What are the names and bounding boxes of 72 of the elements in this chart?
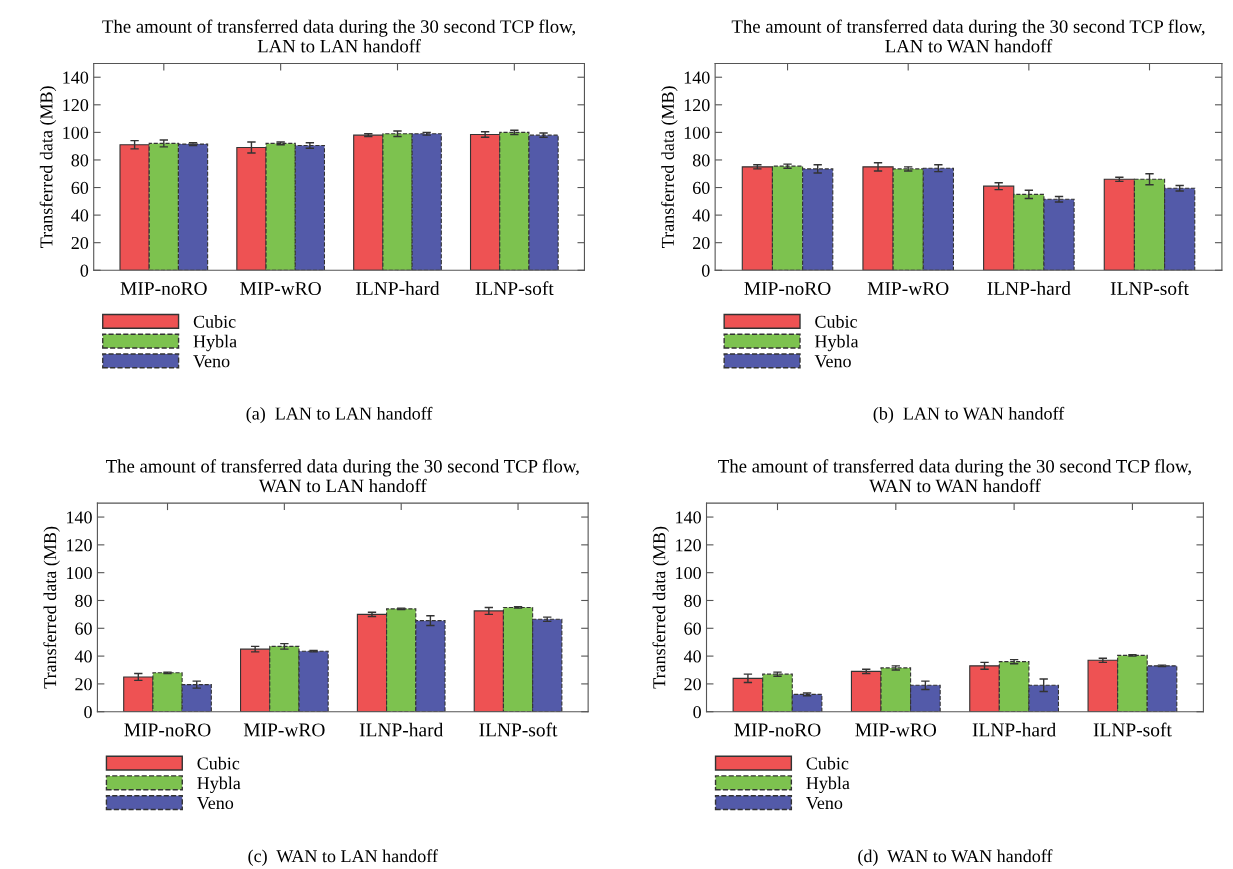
- x-tick-label: ILNP-soft: [1093, 722, 1172, 737]
- y-tick-label: 140: [63, 71, 89, 84]
- y-tick-label: 80: [75, 594, 92, 607]
- text: (b) LAN to WAN handoff: [873, 406, 1065, 424]
- y-axis-title: Transferred data (MB): [39, 86, 57, 248]
- x-tick-label: MIP-wRO: [855, 723, 937, 737]
- y-tick-label: 120: [684, 99, 710, 112]
- y-tick-label: 140: [684, 71, 710, 84]
- y-tick-label: 0: [693, 705, 701, 719]
- y-tick-label: 60: [71, 181, 89, 194]
- y-tick-label: 20: [693, 236, 710, 250]
- legend-label: Cubic: [815, 315, 858, 328]
- y-tick-label: 40: [74, 650, 92, 663]
- legend-label: Cubic: [197, 756, 240, 770]
- y-tick-label: 0: [84, 705, 92, 719]
- x-tick-label: MIP-noRO: [734, 723, 821, 737]
- y-tick-label: 140: [676, 511, 701, 524]
- y-tick-label: 60: [75, 622, 92, 635]
- x-tick-label: MIP-noRO: [124, 723, 211, 737]
- y-tick-label: 80: [71, 154, 89, 167]
- legend-label: Hybla: [193, 334, 237, 352]
- x-tick-label: MIP-noRO: [120, 281, 207, 296]
- y-tick-label: 40: [71, 209, 89, 222]
- legend-label: Hybla: [806, 776, 850, 793]
- x-tick-label: MIP-noRO: [744, 281, 831, 296]
- y-tick-label: 80: [692, 154, 710, 167]
- y-axis-title: Transferred data (MB): [652, 526, 670, 689]
- y-tick-label: 20: [684, 678, 701, 691]
- chart-title: The amount of transferred data during the 30 second TCP flow, WAN to WAN handoff: [718, 459, 1191, 493]
- legend-label: Veno: [814, 355, 851, 368]
- x-tick-label: MIP-wRO: [867, 281, 949, 296]
- y-tick-label: 80: [684, 594, 701, 607]
- legend-label: Hybla: [197, 776, 241, 793]
- x-tick-label: MIP-wRO: [240, 281, 321, 296]
- y-tick-label: 60: [684, 622, 701, 635]
- legend-label: Cubic: [806, 756, 849, 770]
- chart-title: The amount of transferred data during the 30 second TCP flow, LAN to LAN handoff: [102, 19, 575, 53]
- legend-label: Cubic: [193, 315, 236, 328]
- y-tick-label: 120: [676, 539, 701, 552]
- y-axis-title: Transferred data (MB): [43, 526, 60, 689]
- x-tick-label: ILNP-soft: [479, 722, 558, 737]
- x-tick-label: ILNP-soft: [1110, 281, 1189, 296]
- x-tick-label: ILNP-hard: [987, 281, 1071, 296]
- y-tick-label: 40: [692, 209, 710, 222]
- text: (c) WAN to LAN handoff: [248, 849, 438, 866]
- x-tick-label: ILNP-soft: [475, 281, 554, 296]
- legend-label: Veno: [196, 797, 234, 810]
- text: (d) WAN to WAN handoff: [858, 849, 1053, 866]
- legend-label: Hybla: [814, 334, 859, 352]
- y-tick-label: 120: [63, 99, 89, 112]
- x-tick-label: ILNP-hard: [356, 281, 440, 296]
- y-tick-label: 40: [683, 650, 701, 663]
- y-tick-label: 100: [684, 126, 710, 139]
- x-tick-label: ILNP-hard: [972, 722, 1056, 737]
- chart-title: The amount of transferred data during the 30 second TCP flow, WAN to LAN handoff: [106, 459, 579, 493]
- x-tick-label: MIP-wRO: [243, 723, 325, 737]
- y-tick-label: 20: [75, 678, 92, 691]
- y-tick-label: 0: [701, 264, 710, 277]
- text: (a) LAN to LAN handoff: [246, 406, 433, 424]
- y-tick-label: 100: [63, 126, 89, 139]
- chart-title: The amount of transferred data during the 30 second TCP flow, LAN to WAN handoff: [731, 19, 1205, 53]
- x-tick-label: ILNP-hard: [359, 722, 444, 737]
- y-tick-label: 60: [693, 181, 710, 194]
- y-tick-label: 20: [71, 236, 89, 250]
- y-tick-label: 120: [67, 539, 92, 552]
- legend-label: Veno: [806, 797, 843, 810]
- y-tick-label: 100: [67, 566, 92, 580]
- y-tick-label: 0: [80, 264, 89, 277]
- y-tick-label: 100: [676, 566, 701, 580]
- y-axis-title: Transferred data (MB): [661, 86, 678, 248]
- y-tick-label: 140: [67, 511, 92, 524]
- legend-label: Veno: [193, 355, 230, 368]
